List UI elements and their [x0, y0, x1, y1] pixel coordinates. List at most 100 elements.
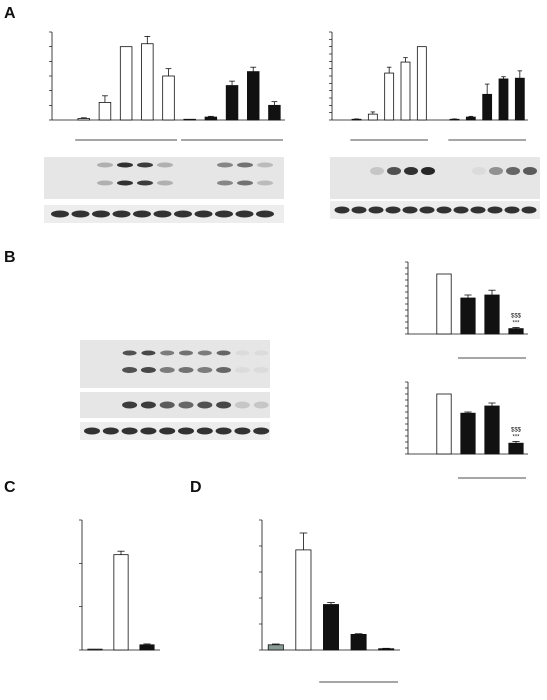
blot-p-jnk [80, 340, 270, 388]
blot-band [257, 180, 273, 186]
blot-band [121, 427, 138, 435]
blot-band [370, 167, 384, 175]
blot-band [453, 206, 469, 214]
panel-letter-b: B [4, 249, 16, 266]
bar [141, 43, 154, 121]
bar [460, 412, 476, 455]
bar [384, 72, 395, 121]
bar [367, 113, 378, 121]
blot-band [141, 350, 156, 356]
panel-letter-c: C [4, 479, 16, 496]
bar [460, 297, 476, 335]
chart-layer: $$$ *** $$$ *** [44, 31, 540, 683]
blot-p-c-jun [330, 157, 540, 199]
bar [436, 393, 452, 455]
blot-band [137, 180, 153, 186]
blot-band [178, 427, 194, 435]
blot-band [197, 350, 212, 356]
blot-band [117, 180, 133, 186]
blot-band [97, 180, 113, 186]
blot-band [504, 206, 520, 214]
blot-band [157, 180, 173, 186]
blot-band [489, 167, 503, 175]
blot-band [419, 206, 435, 214]
blot-band [234, 401, 250, 409]
blot-band [216, 367, 232, 373]
bar [183, 118, 196, 121]
blot-band [71, 210, 90, 218]
blot-band [402, 206, 418, 214]
bar [400, 61, 411, 121]
blot-band [385, 206, 401, 214]
blot-band [234, 427, 251, 435]
blot-band [256, 210, 274, 218]
bar [508, 328, 524, 335]
bar [484, 405, 500, 455]
bar [268, 104, 281, 121]
blot-band [523, 167, 537, 175]
blot-band [472, 167, 486, 175]
blot-band [84, 427, 100, 435]
bar [225, 85, 239, 121]
blot-band [470, 206, 486, 214]
blot-band [234, 367, 250, 373]
bar [436, 273, 452, 335]
blot-band [216, 350, 231, 356]
bar [113, 554, 129, 651]
blot-band [102, 427, 119, 435]
blot-band [174, 210, 192, 218]
bar [247, 71, 260, 121]
blot-band [235, 350, 250, 356]
bar [484, 294, 500, 335]
bar [119, 46, 133, 121]
blot-band [253, 367, 269, 373]
blot-band [253, 401, 269, 409]
blot-band [194, 210, 213, 218]
blot-p-c-jun [80, 392, 270, 418]
blot-band [140, 401, 156, 409]
bar [351, 118, 362, 121]
blot-band [137, 162, 153, 168]
blot-band [334, 206, 350, 214]
blot-band [178, 401, 194, 409]
panel-letter-a: A [4, 5, 16, 22]
blot-band [237, 162, 253, 168]
blot-beta-actin [330, 201, 540, 219]
bar [267, 644, 284, 651]
bar [162, 75, 175, 121]
bar [498, 78, 509, 121]
blot-band [196, 427, 213, 435]
blot-band [217, 180, 233, 186]
blot-band [157, 162, 173, 168]
blot-band [159, 367, 175, 373]
bar [204, 116, 218, 121]
bar [98, 102, 112, 121]
blot-band [160, 350, 175, 356]
bar [350, 634, 367, 651]
blot-band [179, 350, 193, 356]
bar [508, 442, 524, 455]
blot-band [215, 210, 233, 218]
bar [449, 118, 460, 121]
bar [465, 116, 476, 121]
blot-band [153, 210, 172, 218]
blot-band [122, 350, 137, 356]
blot-band [253, 427, 270, 435]
blot-band [487, 206, 503, 214]
blot-band [368, 206, 384, 214]
blot-band [140, 367, 156, 373]
blot-band [117, 162, 133, 168]
blot-band [178, 367, 194, 373]
bar [482, 93, 493, 121]
blot-band [506, 167, 520, 175]
bar [295, 549, 312, 651]
blot-band [112, 210, 131, 218]
blot-band [387, 167, 401, 175]
blot-band [436, 206, 452, 214]
significance-label: $$$ *** [511, 427, 522, 440]
blot-band [521, 206, 537, 214]
significance-label: $$$ *** [511, 313, 522, 326]
blot-band [122, 401, 138, 409]
panel-letter-d: D [190, 479, 202, 496]
